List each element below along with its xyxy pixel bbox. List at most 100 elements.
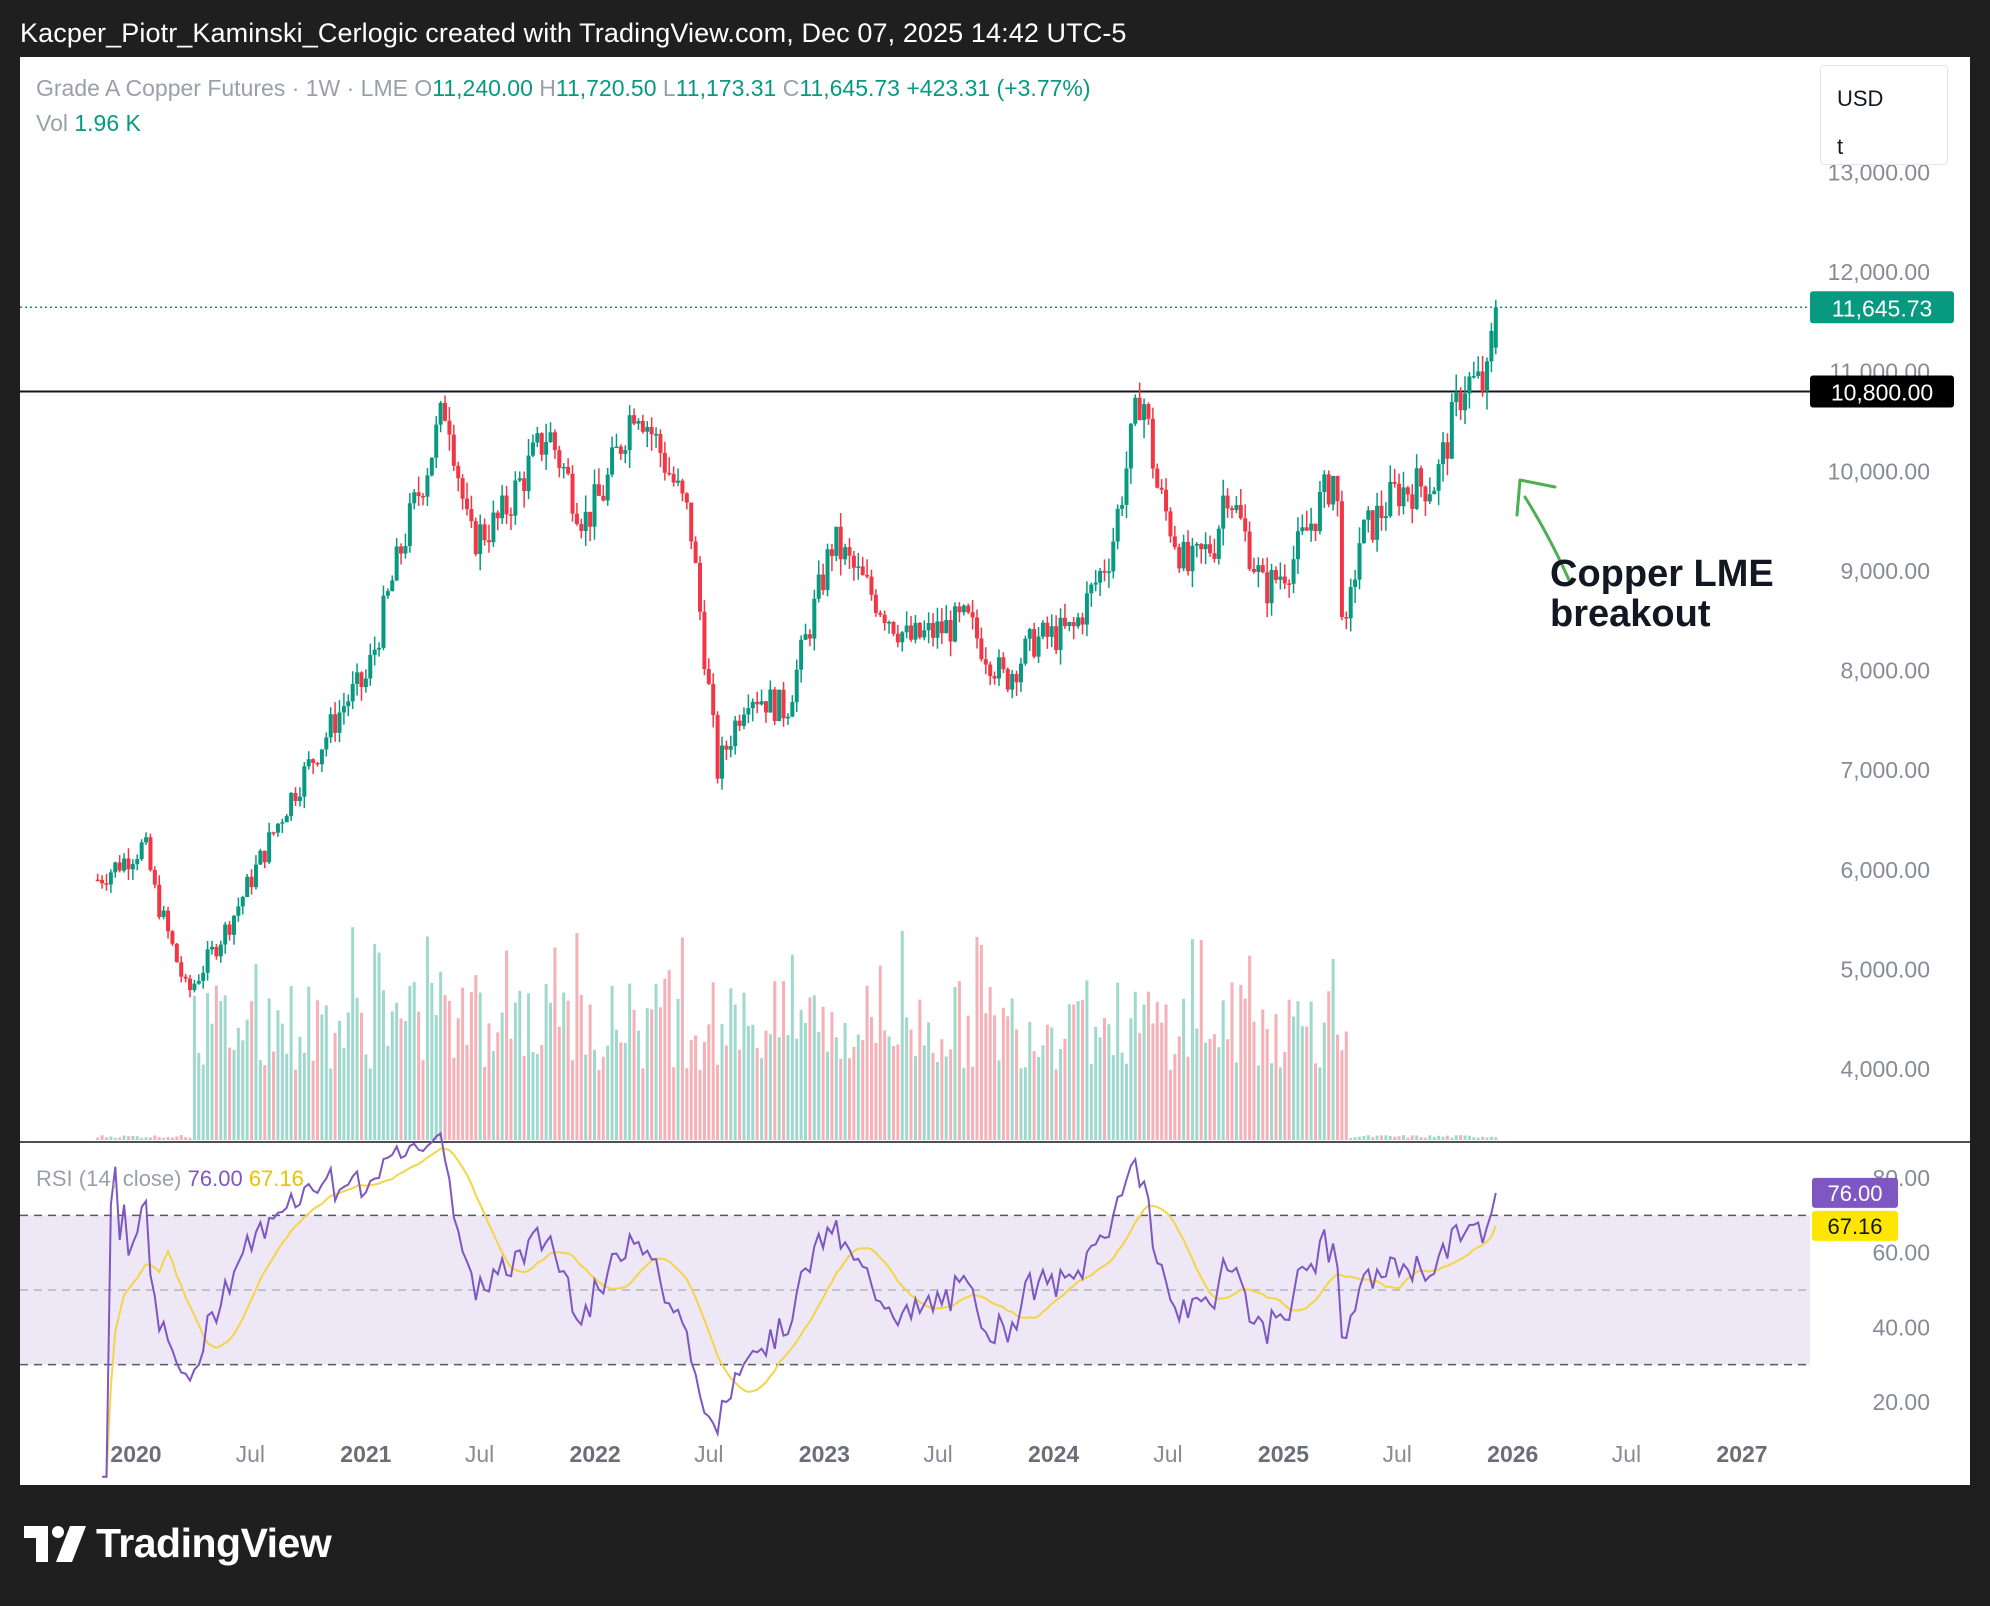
volume-bar (782, 981, 786, 1140)
candle-body (1172, 536, 1177, 548)
candle-body (979, 638, 984, 660)
volume-bar (1133, 991, 1137, 1140)
candle-body (1150, 418, 1155, 469)
candle-body (1062, 617, 1067, 627)
breakout-arrowhead-icon (1515, 478, 1557, 517)
volume-bar (1195, 1028, 1199, 1140)
candle-body (139, 842, 144, 860)
price-axis-tick: 7,000.00 (1840, 757, 1930, 783)
rsi-value-label: 76.00 (1827, 1181, 1882, 1206)
candle-body (816, 574, 821, 599)
volume-bar (663, 978, 667, 1140)
candle-body (443, 402, 448, 421)
candle-body (135, 859, 140, 865)
price-axis-tick: 9,000.00 (1840, 558, 1930, 584)
volume-bar (491, 1051, 495, 1140)
candle-body (891, 622, 896, 634)
currency-label[interactable]: USD (1837, 86, 1884, 111)
volume-bar (434, 1015, 438, 1140)
candle-body (843, 547, 848, 560)
candle-body (117, 862, 122, 871)
volume-bar (856, 1034, 860, 1140)
candle-body (1225, 495, 1230, 509)
candle-body (1322, 474, 1327, 493)
candle-body (900, 632, 905, 643)
price-axis-tick: 10,000.00 (1828, 458, 1930, 484)
rsi-title: RSI (14, close) (36, 1166, 182, 1191)
volume-bar (887, 1036, 891, 1140)
candle-body (271, 832, 276, 834)
volume-bar (1388, 1135, 1392, 1140)
volume-bar (109, 1136, 113, 1140)
candle-body (1229, 508, 1234, 511)
volume-bar (219, 1001, 223, 1140)
volume-bar (1168, 1069, 1172, 1140)
candle-body (205, 949, 210, 973)
candle-body (552, 432, 557, 451)
volume-bar (1459, 1135, 1463, 1140)
candle-body (1120, 504, 1125, 509)
volume-bar (166, 1136, 170, 1140)
chart-panel[interactable]: 13,000.00 12,000.00 11,000.00 10,000.00 9,00… (20, 57, 1970, 1485)
volume-bar (1441, 1136, 1445, 1140)
price-chart-svg[interactable]: 13,000.0012,000.0011,000.0010,000.009,00… (20, 57, 1970, 1485)
candle-body (1476, 371, 1481, 376)
volume-bar (395, 1002, 399, 1140)
candle-body (1018, 663, 1023, 683)
volume-bar (592, 1049, 596, 1140)
volume-bar (988, 986, 992, 1140)
volume-bar (1401, 1135, 1405, 1140)
candle-body (623, 450, 628, 454)
candle-body (267, 832, 272, 863)
volume-bar (1265, 1029, 1269, 1140)
candle-body (526, 455, 531, 492)
volume-bar (975, 936, 979, 1140)
volume-bar (1063, 1038, 1067, 1140)
candle-body (961, 605, 966, 613)
volume-bar (1116, 982, 1120, 1140)
candle-body (974, 617, 979, 639)
candle-body (1098, 570, 1103, 583)
candle-body (1379, 505, 1384, 519)
candle-body (1014, 673, 1019, 683)
volume-bar (729, 988, 733, 1140)
candle-body (188, 978, 193, 991)
volume-bar (1094, 1026, 1098, 1140)
candle-body (812, 598, 817, 639)
volume-bar (962, 1067, 966, 1140)
time-axis-tick: 2026 (1487, 1441, 1538, 1467)
candle-body (1040, 622, 1045, 637)
candle-body (223, 924, 228, 945)
volume-bar (993, 1015, 997, 1140)
candle-body (1203, 544, 1208, 550)
volume-bar (1212, 1034, 1216, 1140)
volume-bar (1437, 1135, 1441, 1140)
volume-bar (1098, 1037, 1102, 1140)
volume-bar (430, 982, 434, 1140)
volume-bar (192, 995, 196, 1140)
volume-bar (272, 1051, 276, 1140)
candle-body (807, 634, 812, 639)
volume-bar (957, 981, 961, 1140)
candle-body (992, 676, 997, 679)
volume-bar (1243, 998, 1247, 1140)
candle-body (785, 716, 790, 719)
candle-body (781, 689, 786, 719)
currency-unit-box[interactable]: USD t (1820, 65, 1948, 165)
volume-bar (162, 1137, 166, 1140)
candle-body (1212, 553, 1217, 559)
rsi-value-tag (1812, 1177, 1898, 1208)
candle-body (1234, 505, 1239, 511)
volume-bar (979, 944, 983, 1140)
candle-body (711, 683, 716, 716)
candle-body (1467, 376, 1472, 394)
candle-body (394, 546, 399, 581)
candle-body (996, 657, 1001, 679)
volume-bar (302, 1052, 306, 1140)
candle-body (262, 850, 267, 863)
candle-body (152, 869, 157, 885)
volume-bar (1340, 1050, 1344, 1140)
unit-label[interactable]: t (1837, 134, 1844, 159)
candle-body (1115, 508, 1120, 542)
volume-bar (294, 1069, 298, 1140)
